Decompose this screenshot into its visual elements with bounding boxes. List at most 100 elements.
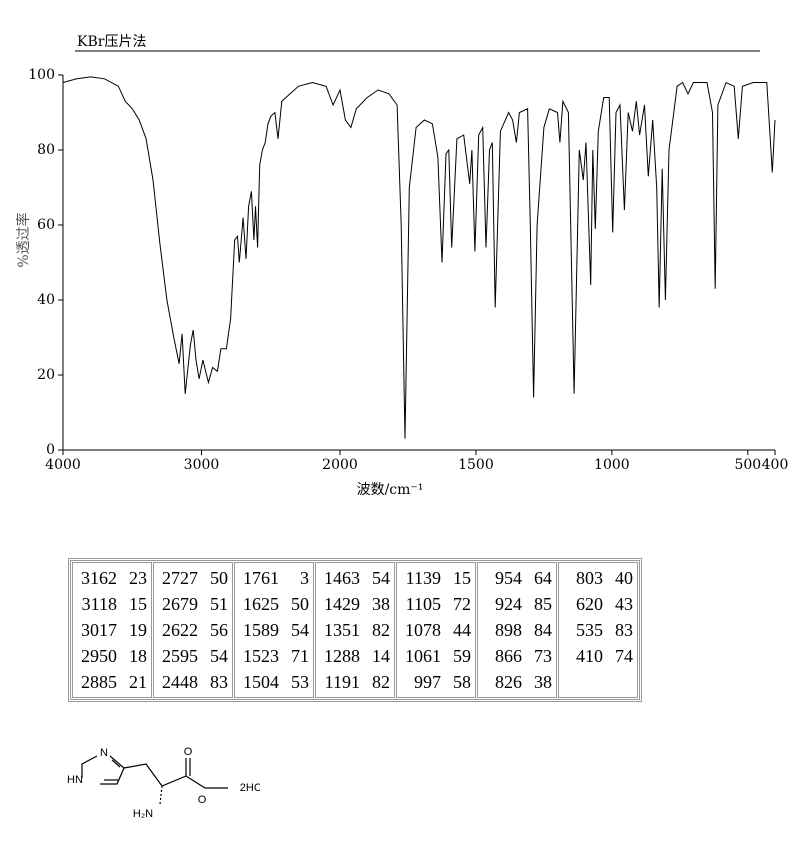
y-tick-label: 80	[37, 142, 55, 158]
wavenumber: 410	[576, 646, 603, 666]
wavenumber: 997	[414, 672, 441, 692]
transmittance: 56	[210, 620, 228, 640]
transmittance: 83	[210, 672, 228, 692]
transmittance: 85	[534, 594, 552, 614]
x-tick-label: 1500	[458, 457, 494, 473]
wavenumber: 2448	[162, 672, 198, 692]
transmittance: 73	[534, 646, 552, 666]
peak-row: 2727 50	[158, 565, 228, 591]
transmittance: 3	[300, 568, 309, 588]
peak-row: 1429 38	[320, 591, 390, 617]
peak-row: 2448 83	[158, 669, 228, 695]
wavenumber: 1191	[324, 672, 360, 692]
peak-table: 3162 23 3118 15 3017 19 2950 18 2885 21 2727 50 2679…	[68, 558, 642, 702]
transmittance: 83	[615, 620, 633, 640]
x-tick-label: 2000	[322, 457, 358, 473]
chart: KBr压片法 波数/cm⁻¹ %透过率 0 20 40 60 80 100 4000 3000…	[15, 34, 788, 498]
peak-row: 1139 15	[401, 565, 471, 591]
peak-row: 898 84	[482, 617, 552, 643]
wavenumber: 1078	[405, 620, 441, 640]
wavenumber: 1625	[243, 594, 279, 614]
transmittance: 44	[453, 620, 471, 640]
peak-row: 954 64	[482, 565, 552, 591]
wavenumber: 2885	[81, 672, 117, 692]
transmittance: 51	[210, 594, 228, 614]
transmittance: 43	[615, 594, 633, 614]
wavenumber: 826	[495, 672, 522, 692]
peak-row: 3118 15	[77, 591, 147, 617]
transmittance: 64	[534, 568, 552, 588]
wavenumber: 3017	[81, 620, 117, 640]
wavenumber: 3118	[81, 594, 117, 614]
transmittance: 21	[129, 672, 147, 692]
wavenumber: 620	[576, 594, 603, 614]
x-axis-label: 波数/cm⁻¹	[357, 482, 424, 498]
wavenumber: 1504	[243, 672, 279, 692]
peak-row: 1761 3	[239, 565, 309, 591]
wavenumber: 898	[495, 620, 522, 640]
y-tick-label: 0	[46, 442, 55, 458]
peak-row: 1191 82	[320, 669, 390, 695]
wavenumber: 1429	[324, 594, 360, 614]
y-tick-label: 60	[37, 217, 55, 233]
transmittance: 84	[534, 620, 552, 640]
chart-title: KBr压片法	[77, 34, 146, 50]
transmittance: 72	[453, 594, 471, 614]
transmittance: 82	[372, 672, 390, 692]
x-tick-label: 1000	[594, 457, 630, 473]
table-column: 2727 50 2679 51 2622 56 2595 54 2448 83	[153, 562, 233, 698]
peak-row: 826 38	[482, 669, 552, 695]
transmittance: 18	[129, 646, 147, 666]
wavenumber: 2727	[162, 568, 198, 588]
wavenumber: 1589	[243, 620, 279, 640]
atom-label: HN	[67, 774, 83, 786]
wavenumber: 2950	[81, 646, 117, 666]
peak-row: 2679 51	[158, 591, 228, 617]
peak-row: 620 43	[563, 591, 633, 617]
peak-row: 410 74	[563, 643, 633, 669]
peak-row: 535 83	[563, 617, 633, 643]
wavenumber: 2595	[162, 646, 198, 666]
transmittance: 54	[372, 568, 390, 588]
peak-row: 803 40	[563, 565, 633, 591]
transmittance: 71	[291, 646, 309, 666]
y-axis-label: %透过率	[15, 212, 32, 267]
wavenumber: 1105	[405, 594, 441, 614]
peak-row: 2950 18	[77, 643, 147, 669]
wavenumber: 1288	[324, 646, 360, 666]
atom-label: H₂N	[133, 808, 153, 820]
salt-label: 2HCl	[240, 782, 260, 794]
peak-row: 2622 56	[158, 617, 228, 643]
structure: N HN O O H₂N 2HCl	[67, 746, 260, 820]
x-tick-label: 4000	[45, 457, 81, 473]
peak-row: 1288 14	[320, 643, 390, 669]
transmittance: 54	[210, 646, 228, 666]
table-column: 954 64 924 85 898 84 866 73 826 38	[477, 562, 557, 698]
peak-row: 1463 54	[320, 565, 390, 591]
wavenumber: 535	[576, 620, 603, 640]
wavenumber: 1139	[405, 568, 441, 588]
wavenumber: 2679	[162, 594, 198, 614]
transmittance: 15	[129, 594, 147, 614]
wavenumber: 803	[576, 568, 603, 588]
table-column: 1761 3 1625 50 1589 54 1523 71 1504 53	[234, 562, 314, 698]
peak-row: 3162 23	[77, 565, 147, 591]
empty-row	[563, 669, 633, 695]
bonds	[81, 755, 228, 805]
transmittance: 40	[615, 568, 633, 588]
transmittance: 38	[534, 672, 552, 692]
atom-label: N	[100, 747, 108, 759]
wavenumber: 1061	[405, 646, 441, 666]
transmittance: 50	[210, 568, 228, 588]
transmittance: 14	[372, 646, 390, 666]
wavenumber: 924	[495, 594, 522, 614]
table-column: 1463 54 1429 38 1351 82 1288 14 1191 82	[315, 562, 395, 698]
peak-row: 1078 44	[401, 617, 471, 643]
peak-row: 1504 53	[239, 669, 309, 695]
transmittance: 38	[372, 594, 390, 614]
y-tick-label: 100	[28, 67, 55, 83]
wavenumber: 3162	[81, 568, 117, 588]
peak-row: 1589 54	[239, 617, 309, 643]
transmittance: 58	[453, 672, 471, 692]
